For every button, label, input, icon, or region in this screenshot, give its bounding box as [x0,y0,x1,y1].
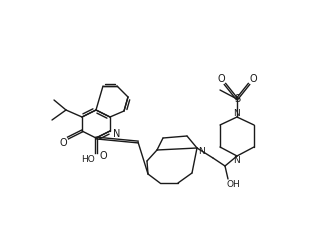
Text: N: N [199,147,205,156]
Text: O: O [59,138,67,148]
Text: N: N [113,129,121,139]
Text: OH: OH [226,180,240,188]
Text: O: O [99,151,107,161]
Text: HO: HO [81,155,95,163]
Text: O: O [249,74,257,84]
Text: S: S [234,94,240,104]
Text: N: N [234,156,241,164]
Text: N: N [234,109,241,118]
Text: O: O [217,74,225,84]
